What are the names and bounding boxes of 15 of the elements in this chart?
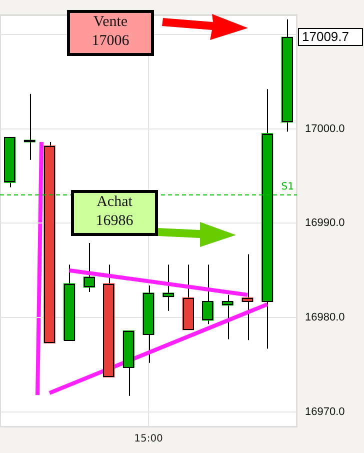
y-tick-label: 16990.0 <box>305 217 345 230</box>
candlestick <box>222 294 234 340</box>
candlestick <box>83 242 95 293</box>
candlestick <box>202 264 214 325</box>
candlestick <box>24 93 36 160</box>
candlestick <box>162 264 174 312</box>
y-tick-label: 17000.0 <box>305 122 345 135</box>
ref-line-label: S1 <box>281 181 294 192</box>
candlestick <box>242 254 254 341</box>
y-tick-label: 16980.0 <box>305 312 345 324</box>
note-box: Achat 16986 <box>71 190 158 236</box>
x-tick-label: 15:00 <box>134 434 163 445</box>
text: 17009.7 <box>298 28 363 46</box>
y-tick-label: 16970.0 <box>305 406 345 418</box>
note-box: Vente 17006 <box>67 10 154 56</box>
